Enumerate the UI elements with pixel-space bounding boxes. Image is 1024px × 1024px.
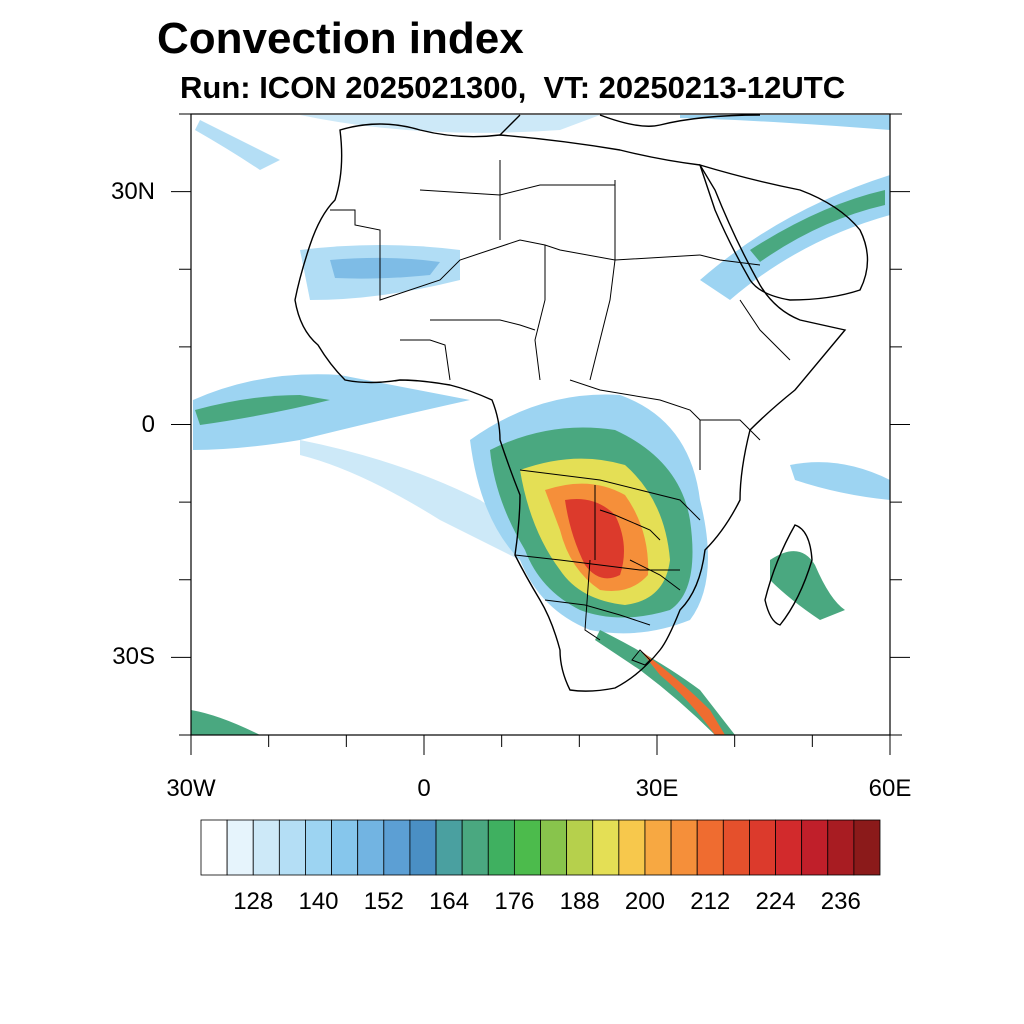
colorbar-swatch: [252, 819, 280, 876]
colorbar-swatch: [853, 819, 881, 876]
convection-band-north: [300, 115, 600, 133]
axis-ticks: [171, 113, 910, 755]
colorbar-swatch: [513, 819, 541, 876]
colorbar-swatch: [435, 819, 463, 876]
europe-coastline: [499, 114, 761, 136]
colorbar-swatch: [801, 819, 829, 876]
convection-madagascar: [770, 551, 845, 620]
chart-subtitle: Run: ICON 2025021300, VT: 20250213-12UTC: [180, 70, 846, 105]
colorbar-label: 128: [233, 888, 274, 915]
colorbar-swatch: [722, 819, 750, 876]
colorbar-label: 164: [429, 888, 470, 915]
lat-label: 30N: [110, 177, 155, 205]
colorbar: [200, 819, 881, 876]
colorbar-swatch: [461, 819, 489, 876]
colorbar-swatch: [487, 819, 515, 876]
convection-band-atlantic-core: [195, 395, 330, 425]
colorbar-label: 140: [298, 888, 339, 915]
convection-band-ne-core: [750, 190, 885, 262]
colorbar-swatch: [670, 819, 698, 876]
convection-band-nw: [195, 120, 280, 170]
colorbar-label: 152: [363, 888, 404, 915]
colorbar-swatch: [566, 819, 594, 876]
colorbar-swatch: [409, 819, 437, 876]
lon-label: 60E: [868, 775, 912, 802]
colorbar-swatch: [696, 819, 724, 876]
convection-field: [191, 115, 890, 735]
lon-label: 30E: [635, 775, 679, 802]
convection-band-atlantic: [193, 374, 470, 450]
colorbar-label: 176: [494, 888, 535, 915]
colorbar-swatch: [357, 819, 385, 876]
lat-label: 0: [141, 410, 155, 438]
colorbar-label: 212: [690, 888, 731, 915]
chart-title: Convection index: [157, 14, 524, 63]
colorbar-swatch: [749, 819, 776, 876]
lon-label: 30W: [166, 775, 216, 802]
colorbar-swatch: [305, 819, 332, 876]
colorbar-label: 236: [820, 888, 861, 915]
colorbar-swatch: [200, 819, 228, 876]
lon-label: 0: [417, 775, 431, 802]
colorbar-label: 224: [755, 888, 796, 915]
convection-band-sahara-core: [330, 257, 440, 279]
lat-label: 30S: [112, 643, 155, 671]
colorbar-label: 188: [559, 888, 600, 915]
convection-band-med: [680, 115, 890, 130]
madagascar-coastline: [764, 524, 813, 626]
colorbar-swatch: [278, 819, 306, 876]
colorbar-swatch: [827, 819, 855, 876]
arabia-coastline: [698, 163, 869, 301]
convection-east: [790, 462, 890, 500]
colorbar-swatch: [331, 819, 359, 876]
colorbar-swatch: [592, 819, 620, 876]
coastlines: [294, 114, 869, 692]
colorbar-swatch: [775, 819, 803, 876]
colorbar-swatch: [618, 819, 646, 876]
convection-trail-se-core: [640, 650, 725, 735]
country-borders: [330, 160, 791, 666]
colorbar-swatch: [383, 819, 411, 876]
colorbar-swatch: [226, 819, 254, 876]
convection-sw: [191, 710, 260, 735]
colorbar-swatch: [644, 819, 672, 876]
colorbar-label: 200: [624, 888, 665, 915]
colorbar-swatch: [540, 819, 568, 876]
